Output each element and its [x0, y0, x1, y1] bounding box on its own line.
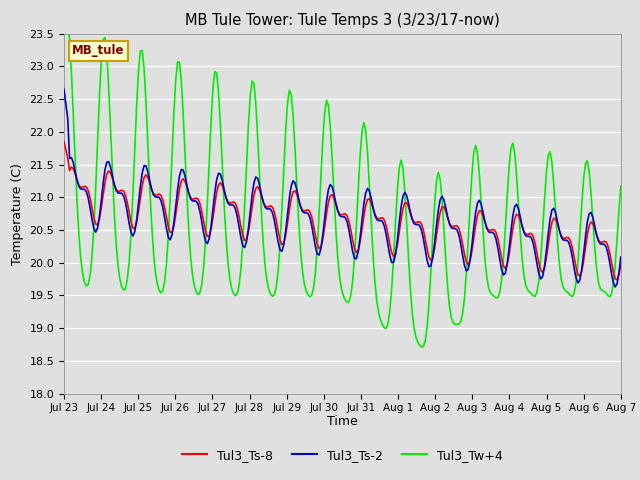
Y-axis label: Temperature (C): Temperature (C)	[11, 163, 24, 264]
Text: MB_tule: MB_tule	[72, 44, 125, 58]
X-axis label: Time: Time	[327, 415, 358, 429]
Legend: Tul3_Ts-8, Tul3_Ts-2, Tul3_Tw+4: Tul3_Ts-8, Tul3_Ts-2, Tul3_Tw+4	[177, 444, 508, 467]
Title: MB Tule Tower: Tule Temps 3 (3/23/17-now): MB Tule Tower: Tule Temps 3 (3/23/17-now…	[185, 13, 500, 28]
